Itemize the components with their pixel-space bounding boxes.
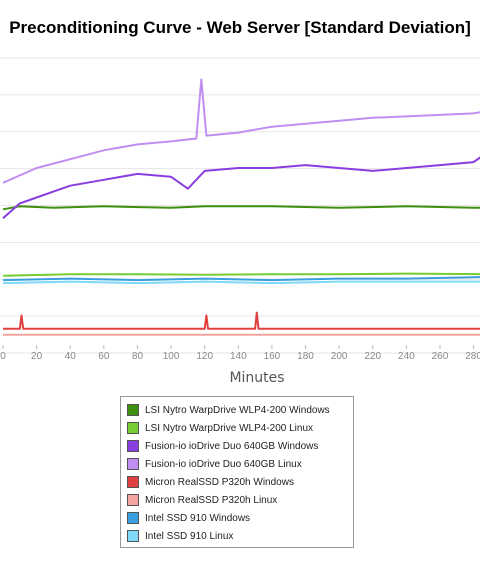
legend-swatch xyxy=(127,404,139,416)
x-axis-label: Minutes xyxy=(229,370,285,386)
x-tick-label: 100 xyxy=(163,351,180,362)
x-tick-label: 200 xyxy=(331,351,348,362)
x-tick-label: 120 xyxy=(196,351,213,362)
legend-item[interactable]: Intel SSD 910 Windows xyxy=(127,509,353,527)
legend-label: LSI Nytro WarpDrive WLP4-200 Linux xyxy=(145,422,314,434)
x-tick-label: 260 xyxy=(432,351,449,362)
x-tick-label: 140 xyxy=(230,351,247,362)
series-line-4 xyxy=(3,311,480,330)
chart-title: Preconditioning Curve - Web Server [Stan… xyxy=(9,18,471,37)
x-tick-label: 0 xyxy=(0,351,6,362)
x-tick-label: 180 xyxy=(297,351,314,362)
legend-label: Intel SSD 910 Linux xyxy=(145,530,234,542)
chart-plot: 0 20 40 60 80 100 120 140 160 180 200 220 240 260 280 xyxy=(0,57,480,362)
legend-item[interactable]: Intel SSD 910 Linux xyxy=(127,527,353,545)
legend-item[interactable]: Micron RealSSD P320h Linux xyxy=(127,491,353,509)
x-tick-label: 60 xyxy=(98,351,110,362)
x-tick-label: 20 xyxy=(31,351,43,362)
legend-label: Micron RealSSD P320h Windows xyxy=(145,476,294,488)
legend-swatch xyxy=(127,494,139,506)
series-line-6 xyxy=(2,276,480,282)
legend-label: Micron RealSSD P320h Linux xyxy=(145,494,278,506)
x-tick-label: 80 xyxy=(132,351,144,362)
legend-swatch xyxy=(127,440,139,452)
legend-label: Fusion-io ioDrive Duo 640GB Linux xyxy=(145,458,302,470)
x-tick-labels: 0 20 40 60 80 100 120 140 160 180 200 220 240 260 280 xyxy=(0,351,480,362)
legend: LSI Nytro WarpDrive WLP4-200 Windows LSI … xyxy=(120,396,354,548)
series-layer xyxy=(2,78,480,336)
legend-item[interactable]: Fusion-io ioDrive Duo 640GB Windows xyxy=(127,437,353,455)
x-tick-label: 160 xyxy=(264,351,281,362)
x-tick-label: 280 xyxy=(465,351,480,362)
x-tick-label: 40 xyxy=(65,351,77,362)
series-line-7 xyxy=(2,280,480,285)
x-tick-label: 240 xyxy=(398,351,415,362)
legend-item[interactable]: LSI Nytro WarpDrive WLP4-200 Windows xyxy=(127,401,353,419)
series-line-0 xyxy=(2,205,480,211)
legend-label: Intel SSD 910 Windows xyxy=(145,512,251,524)
series-line-1 xyxy=(2,272,480,277)
legend-label: LSI Nytro WarpDrive WLP4-200 Windows xyxy=(145,404,330,416)
series-line-3 xyxy=(2,78,480,184)
legend-swatch xyxy=(127,422,139,434)
legend-swatch xyxy=(127,512,139,524)
legend-item[interactable]: LSI Nytro WarpDrive WLP4-200 Linux xyxy=(127,419,353,437)
x-tick-label: 220 xyxy=(364,351,381,362)
legend-swatch xyxy=(127,458,139,470)
legend-swatch xyxy=(127,530,139,542)
legend-swatch xyxy=(127,476,139,488)
legend-item[interactable]: Fusion-io ioDrive Duo 640GB Linux xyxy=(127,455,353,473)
series-line-2 xyxy=(2,156,480,219)
legend-label: Fusion-io ioDrive Duo 640GB Windows xyxy=(145,440,319,452)
legend-item[interactable]: Micron RealSSD P320h Windows xyxy=(127,473,353,491)
